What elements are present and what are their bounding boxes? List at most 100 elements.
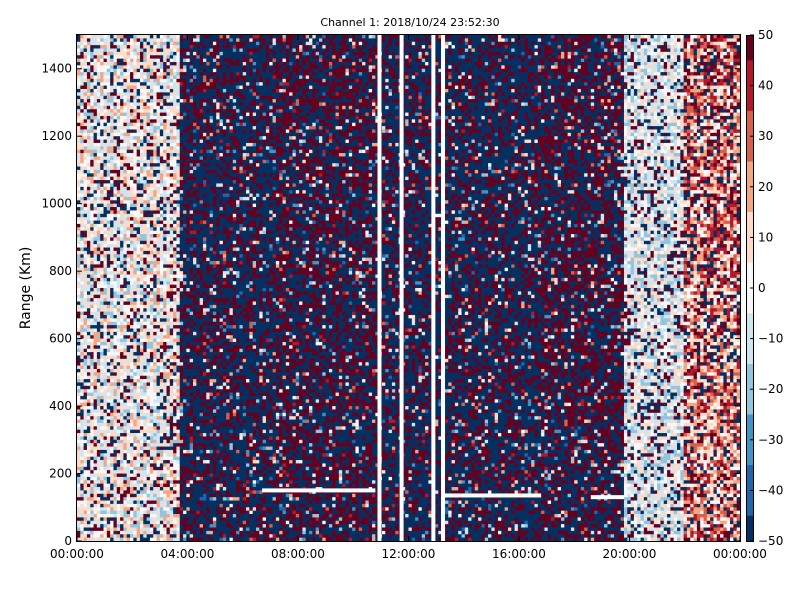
heatmap-cell [97,463,101,467]
heatmap-cell [94,453,98,457]
heatmap-cell [87,372,91,376]
heatmap-cell [80,315,84,319]
heatmap-cell [87,450,91,454]
heatmap-cell [80,55,84,59]
heatmap-cell [87,69,91,73]
heatmap-cell [90,133,94,137]
heatmap-cell [107,231,111,235]
heatmap-cell [80,345,84,349]
heatmap-cell [100,409,104,413]
heatmap-cell [80,38,84,42]
heatmap-cell [84,251,88,255]
heatmap-cell [84,210,88,214]
heatmap-cell [90,156,94,160]
heatmap-cell [77,349,81,353]
heatmap-cell [87,204,91,208]
heatmap-cell [77,301,81,305]
heatmap-cell [77,109,81,113]
heatmap-cell [104,420,108,424]
heatmap-cell [100,75,104,79]
heatmap-cell [100,170,104,174]
heatmap-cell [97,65,101,69]
heatmap-cell [107,389,111,393]
heatmap-cell [90,187,94,191]
heatmap-cell [80,45,84,49]
heatmap-cell [77,366,81,370]
heatmap-cell [84,396,88,400]
heatmap-cell [77,528,81,532]
heatmap-cell [87,291,91,295]
heatmap-cell [100,150,104,154]
heatmap-cell [84,382,88,386]
heatmap-cell [104,349,108,353]
heatmap-cell [84,308,88,312]
heatmap-cell [94,278,98,282]
heatmap-cell [97,190,101,194]
heatmap-cell [80,477,84,481]
heatmap-cell [97,62,101,66]
heatmap-cell [90,183,94,187]
heatmap-cell [80,399,84,403]
heatmap-cell [100,217,104,221]
heatmap-cell [94,295,98,299]
heatmap-cell [77,534,81,538]
heatmap-cell [84,217,88,221]
heatmap-cell [80,480,84,484]
heatmap-cell [104,146,108,150]
heatmap-cell [100,183,104,187]
heatmap-cell [97,480,101,484]
heatmap-cell [90,531,94,535]
heatmap-cell [80,59,84,63]
heatmap-cell [97,194,101,198]
heatmap-cell [104,318,108,322]
heatmap-cell [90,291,94,295]
heatmap-cell [77,146,81,150]
heatmap-cell [104,524,108,528]
heatmap-cell [84,301,88,305]
heatmap-cell [94,48,98,52]
heatmap-cell [80,305,84,309]
heatmap-cell [80,143,84,147]
heatmap-cell [90,355,94,359]
heatmap-cell [90,167,94,171]
heatmap-cell [80,241,84,245]
heatmap-cell [84,227,88,231]
heatmap-cell [97,248,101,252]
heatmap-cell [87,177,91,181]
heatmap-cell [97,79,101,83]
heatmap-cell [84,59,88,63]
heatmap-cell [84,507,88,511]
heatmap-cell [87,339,91,343]
heatmap-cell [97,146,101,150]
chart-figure: Channel 1: 2018/10/24 23:52:30 00:00:00 0… [0,0,800,600]
heatmap-cell [104,308,108,312]
heatmap-cell [104,467,108,471]
heatmap-cell [90,271,94,275]
heatmap-cell [107,534,111,538]
heatmap-cell [104,153,108,157]
heatmap-cell [94,322,98,326]
heatmap-cell [90,65,94,69]
heatmap-cell [84,386,88,390]
heatmap-cell [90,514,94,518]
heatmap-cell [80,362,84,366]
heatmap-cell [87,386,91,390]
heatmap-cell [77,490,81,494]
heatmap-cell [97,416,101,420]
heatmap-cell [87,160,91,164]
heatmap-cell [97,102,101,106]
heatmap-cell [90,460,94,464]
heatmap-cell [77,467,81,471]
heatmap-cell [104,55,108,59]
heatmap-cell [90,170,94,174]
heatmap-cell [107,285,111,289]
heatmap-cell [107,163,111,167]
heatmap-cell [94,183,98,187]
heatmap-cell [77,426,81,430]
heatmap-cell [87,335,91,339]
heatmap-cell [94,359,98,363]
heatmap-cell [90,38,94,42]
heatmap-cell [87,369,91,373]
heatmap-cell [90,440,94,444]
heatmap-cell [104,224,108,228]
